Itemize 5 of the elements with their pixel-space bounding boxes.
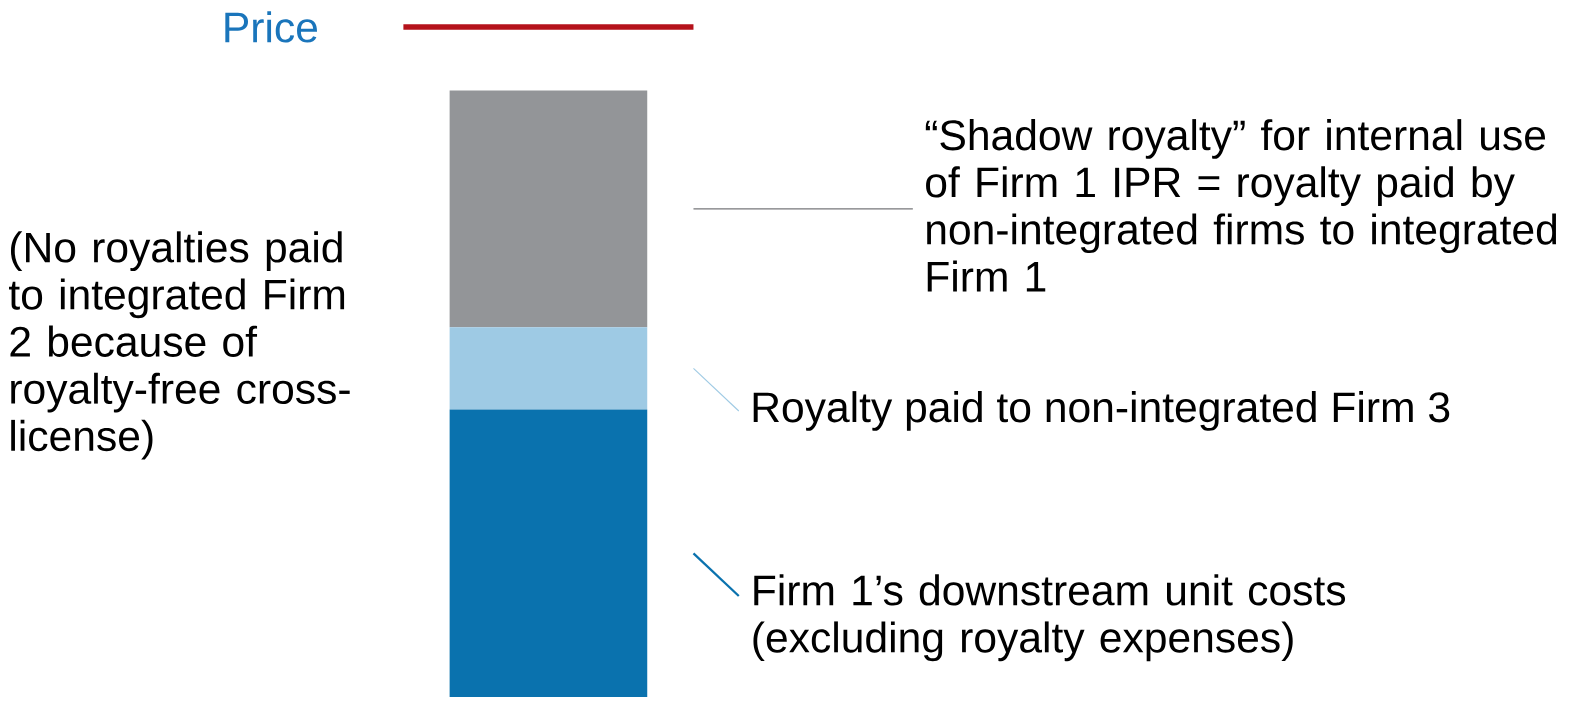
ref-line-label: Price bbox=[225, 11, 318, 43]
legend-label: Firm 1’s downstream unit costs (excluding royalty expenses) bbox=[753, 574, 1346, 662]
legend-label: Royalty paid to non-integrated Firm 3 bbox=[753, 391, 1450, 431]
text: (No royalties paid to integrated Firm 2 because of royalty-free cross-license) bbox=[9, 231, 350, 460]
text: “Shadow royalty” for internal use of Firm 1 IPR = royalty paid by non-integrated firms to integrated Firm 1 bbox=[925, 119, 1557, 292]
